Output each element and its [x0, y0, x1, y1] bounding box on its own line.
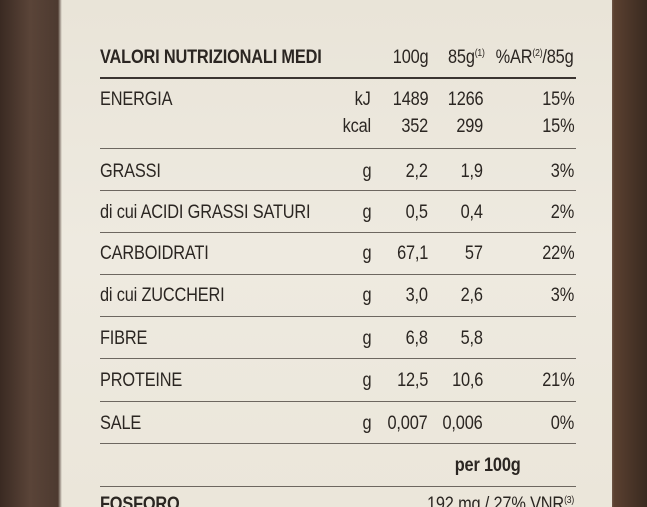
footnote-mark: (3) — [564, 495, 574, 506]
unit: g — [362, 202, 371, 223]
row-rule — [100, 190, 576, 191]
value-85g: 2,6 — [460, 285, 483, 306]
row-rule — [100, 401, 576, 402]
row-value: 192 mg / 27% VNR(3) — [427, 494, 574, 507]
column-header-text: 85g — [448, 47, 476, 68]
row-name: di cui ZUCCHERI — [100, 285, 225, 306]
value-ar: 15% — [541, 116, 574, 137]
table-title: VALORI NUTRIZIONALI MEDI — [100, 47, 322, 68]
unit: g — [362, 243, 371, 264]
value-100g: 0,5 — [405, 202, 428, 223]
row-name: di cui ACIDI GRASSI SATURI — [100, 202, 311, 223]
value-ar: 22% — [541, 243, 574, 264]
value-100g: 67,1 — [396, 243, 428, 264]
unit: g — [362, 285, 371, 306]
value-ar: 2% — [550, 202, 574, 223]
row-value-text: 192 mg / 27% VNR — [426, 494, 565, 507]
unit: g — [362, 413, 371, 434]
column-header-text: %AR — [496, 47, 533, 68]
row-rule — [100, 316, 576, 317]
value-100g: 12,5 — [396, 370, 428, 391]
unit: g — [362, 328, 371, 349]
row-name: SALE — [100, 413, 142, 434]
row-name: GRASSI — [100, 161, 161, 182]
row-name: FIBRE — [100, 328, 148, 349]
row-name: FOSFORO — [100, 494, 180, 507]
value-85g: 57 — [465, 243, 483, 264]
value-85g: 0,006 — [442, 413, 483, 434]
value-ar: 15% — [541, 89, 574, 110]
footnote-mark: (2) — [532, 48, 543, 59]
value-100g: 3,0 — [405, 285, 428, 306]
header-rule — [100, 77, 576, 79]
unit: kJ — [354, 89, 371, 110]
unit: kcal — [342, 116, 372, 137]
row-rule — [100, 486, 576, 487]
nutrition-card — [62, 0, 612, 507]
row-rule — [100, 148, 576, 149]
unit: g — [362, 370, 371, 391]
value-85g: 1266 — [447, 89, 483, 110]
value-100g: 2,2 — [405, 161, 428, 182]
value-ar: 3% — [550, 285, 574, 306]
section-header: per 100g — [455, 455, 521, 476]
row-rule — [100, 443, 576, 444]
value-ar: 21% — [541, 370, 574, 391]
value-85g: 10,6 — [451, 370, 483, 391]
value-85g: 299 — [456, 116, 483, 137]
row-rule — [100, 358, 576, 359]
footnote-mark: (1) — [475, 48, 485, 59]
column-header: 100g — [392, 47, 428, 68]
value-ar: 3% — [550, 161, 574, 182]
column-header: %AR(2)/85g — [496, 47, 574, 69]
row-name: PROTEINE — [100, 370, 183, 391]
row-name: CARBOIDRATI — [100, 243, 209, 264]
value-100g: 352 — [401, 116, 428, 137]
value-85g: 0,4 — [460, 202, 483, 223]
row-name: ENERGIA — [100, 89, 173, 110]
row-rule — [100, 274, 576, 275]
value-100g: 6,8 — [405, 328, 428, 349]
unit: g — [362, 161, 371, 182]
value-ar: 0% — [550, 413, 574, 434]
column-header: 85g(1) — [448, 47, 485, 69]
value-85g: 5,8 — [460, 328, 483, 349]
value-100g: 0,007 — [387, 413, 428, 434]
value-100g: 1489 — [392, 89, 428, 110]
value-85g: 1,9 — [460, 161, 483, 182]
column-header-text: /85g — [542, 47, 574, 68]
row-rule — [100, 232, 576, 233]
